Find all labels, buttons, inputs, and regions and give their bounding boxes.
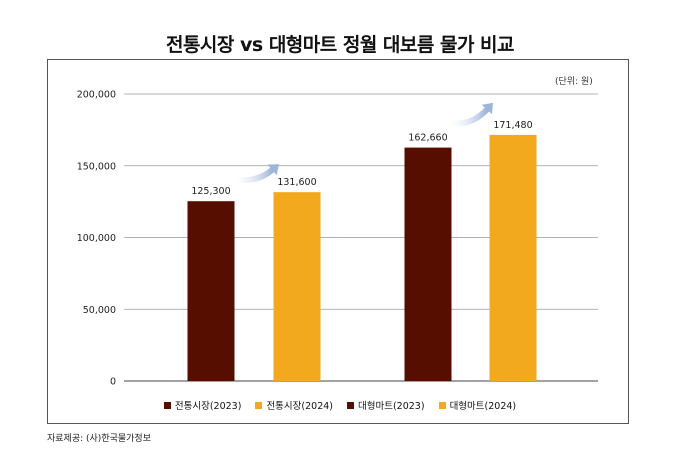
- trend-arrow-icon: [231, 166, 276, 184]
- y-tick-label: 150,000: [77, 161, 116, 172]
- trend-arrowhead-icon: [267, 164, 279, 176]
- unit-note: (단위: 원): [555, 77, 593, 87]
- legend-item: 전통시장(2024): [255, 398, 333, 412]
- legend-item: 전통시장(2023): [163, 398, 242, 412]
- legend-swatch: [347, 401, 354, 409]
- bar: [404, 147, 452, 381]
- legend: 전통시장(2023) 전통시장(2024) 대형마트(2023) 대형마트(20…: [0, 398, 680, 412]
- trend-arrow-icon: [446, 106, 490, 127]
- legend-item: 대형마트(2024): [438, 398, 517, 412]
- legend-label: 대형마트(2024): [449, 401, 517, 412]
- source-note: 자료제공: (사)한국물가정보: [47, 434, 151, 444]
- bar-value-label: 171,480: [493, 120, 532, 131]
- bar: [187, 201, 235, 381]
- legend-swatch: [163, 401, 171, 409]
- y-tick-label: 100,000: [77, 233, 116, 244]
- y-tick-label: 0: [110, 377, 116, 388]
- legend-item: 대형마트(2023): [347, 398, 425, 412]
- bar: [489, 134, 537, 381]
- chart-title: 전통시장 vs 대형마트 정월 대보름 물가 비교: [165, 34, 515, 56]
- bar-value-label: 131,600: [277, 177, 316, 188]
- legend-swatch: [438, 401, 446, 409]
- bar: [273, 192, 321, 381]
- legend-swatch: [255, 401, 263, 409]
- legend-label: 전통시장(2024): [266, 401, 333, 412]
- bar-value-label: 162,660: [408, 133, 447, 144]
- chart-frame: [47, 59, 629, 424]
- legend-label: 전통시장(2023): [174, 401, 242, 412]
- trend-arrowhead-icon: [481, 102, 493, 115]
- bar-value-label: 125,300: [191, 186, 230, 197]
- y-tick-label: 200,000: [77, 90, 116, 101]
- y-tick-label: 50,000: [83, 305, 116, 316]
- legend-label: 대형마트(2023): [358, 401, 425, 412]
